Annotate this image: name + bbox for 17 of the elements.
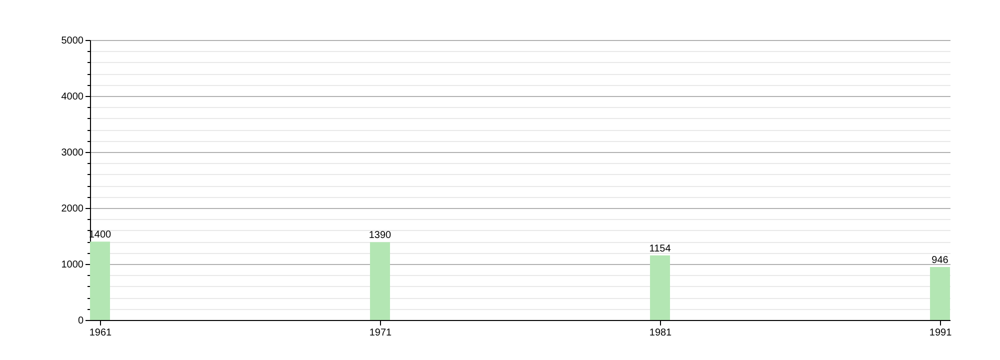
y-tick-label: 4000 bbox=[61, 92, 84, 102]
bar bbox=[650, 255, 670, 320]
x-tick-label: 1991 bbox=[929, 328, 952, 338]
data-label: 1390 bbox=[368, 230, 392, 242]
data-label: 946 bbox=[932, 255, 949, 266]
bar bbox=[930, 267, 950, 320]
bar bbox=[90, 242, 110, 320]
x-tick-label: 1961 bbox=[89, 328, 112, 338]
y-tick-label: 3000 bbox=[61, 148, 84, 158]
data-label: 1154 bbox=[649, 243, 672, 254]
x-tick-label: 1971 bbox=[369, 328, 392, 338]
y-tick-label: 1000 bbox=[61, 260, 84, 270]
x-tick-label: 1981 bbox=[649, 328, 672, 338]
y-tick-label: 0 bbox=[78, 316, 84, 326]
y-tick-label: 2000 bbox=[61, 204, 84, 214]
y-tick-label: 5000 bbox=[61, 36, 84, 46]
bar bbox=[370, 242, 390, 320]
